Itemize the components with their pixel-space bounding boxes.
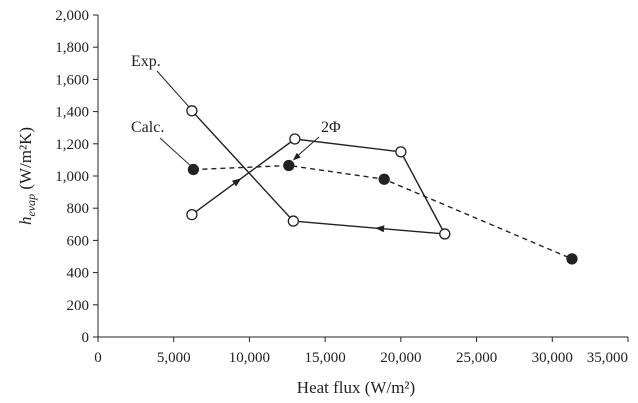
series-markers — [186, 105, 578, 265]
data-point — [566, 253, 578, 265]
data-point — [395, 146, 407, 158]
label-exp: Exp. — [131, 53, 161, 70]
y-tick-label: 1,600 — [55, 72, 89, 88]
x-tick-label: 10,000 — [229, 350, 270, 366]
y-tick-label: 600 — [67, 233, 90, 249]
y-tick-label: 2,000 — [55, 8, 89, 24]
y-tick-label: 0 — [82, 330, 90, 346]
x-tick-label: 25,000 — [456, 350, 497, 366]
data-point — [378, 173, 390, 185]
leader-2phi-arrowhead — [292, 152, 301, 161]
y-tick-label: 1,400 — [55, 105, 89, 121]
data-point — [283, 159, 295, 172]
data-point — [186, 105, 198, 117]
y-axis-title-subscript: evap — [24, 194, 38, 217]
direction-arrow — [375, 225, 385, 233]
x-tick-label: 15,000 — [305, 350, 346, 366]
label-2phi: 2Φ — [321, 119, 341, 136]
tick-labels: 0 200 400 600 800 1,000 1,200 1,400 1,600 1,800 2,… — [55, 8, 628, 366]
data-point — [289, 133, 301, 145]
y-tick-label: 400 — [67, 266, 90, 282]
data-point — [439, 228, 451, 240]
direction-arrow — [231, 178, 242, 187]
x-tick-label: 35,000 — [587, 350, 628, 366]
series-line-1 — [193, 164, 573, 260]
y-axis-title: hevap (W/m²K) — [16, 127, 38, 225]
direction-arrows — [231, 178, 385, 233]
y-tick-label: 800 — [67, 201, 90, 217]
y-axis-title-symbol: h — [16, 217, 35, 226]
y-axis-title-units: (W/m²K) — [16, 127, 35, 194]
y-tick-label: 1,800 — [55, 40, 89, 56]
data-point — [187, 163, 200, 176]
leader-2phi — [296, 136, 320, 157]
y-tick-label: 1,000 — [55, 169, 89, 185]
x-tick-label: 5,000 — [157, 350, 191, 366]
x-axis-title: Heat flux (W/m²) — [297, 378, 415, 397]
axes — [93, 14, 629, 342]
data-point — [287, 215, 299, 227]
x-tick-label: 0 — [94, 350, 102, 366]
series-line-0 — [191, 110, 447, 235]
leader-exp — [156, 70, 190, 108]
x-tick-label: 30,000 — [532, 350, 573, 366]
label-calc: Calc. — [131, 119, 164, 136]
data-point — [186, 208, 198, 221]
series-lines — [191, 110, 573, 260]
x-tick-label: 20,000 — [380, 350, 421, 366]
annotations: Exp. Calc. 2Φ — [131, 53, 341, 166]
y-tick-label: 200 — [67, 298, 90, 314]
y-tick-label: 1,200 — [55, 137, 89, 153]
leader-calc — [159, 137, 191, 166]
